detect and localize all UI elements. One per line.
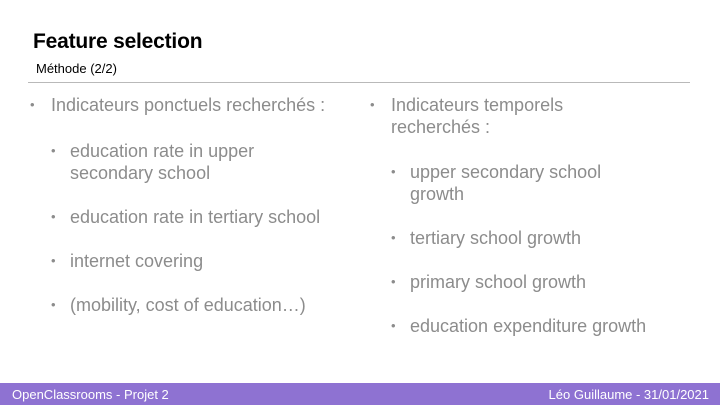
bullet-icon: • (51, 143, 56, 158)
list-item: • tertiary school growth (370, 227, 690, 249)
left-column: • Indicateurs ponctuels recherchés : • e… (30, 94, 355, 316)
left-heading: Indicateurs ponctuels recherchés : (51, 95, 326, 115)
right-heading-item: • Indicateurs temporels recherchés : (370, 94, 690, 138)
bullet-icon: • (51, 297, 56, 312)
bullet-icon: • (30, 97, 35, 112)
list-item: • primary school growth (370, 271, 690, 293)
bullet-icon: • (391, 318, 396, 333)
list-item-text: primary school growth (410, 272, 587, 292)
bullet-icon: • (391, 274, 396, 289)
list-item-text: education rate in upper secondary school (70, 141, 255, 183)
bullet-icon: • (51, 253, 56, 268)
list-item: • education rate in upper secondary scho… (30, 140, 355, 184)
list-item: • education expenditure growth (370, 315, 690, 337)
list-item-text: internet covering (70, 251, 204, 271)
footer-left-text: OpenClassrooms - Projet 2 (12, 387, 169, 402)
list-item-text: (mobility, cost of education…) (70, 295, 306, 315)
list-item: • upper secondary school growth (370, 161, 690, 205)
slide-title: Feature selection (33, 30, 203, 53)
bullet-icon: • (391, 230, 396, 245)
title-divider (28, 82, 690, 83)
footer-bar: OpenClassrooms - Projet 2 Léo Guillaume … (0, 383, 720, 405)
bullet-icon: • (51, 209, 56, 224)
list-item-text: education expenditure growth (410, 316, 647, 336)
list-item-text: education rate in tertiary school (70, 207, 321, 227)
right-heading: Indicateurs temporels recherchés : (391, 95, 564, 137)
list-item: • education rate in tertiary school (30, 206, 355, 228)
list-item-text: upper secondary school growth (410, 162, 602, 204)
list-item-text: tertiary school growth (410, 228, 582, 248)
bullet-icon: • (370, 97, 375, 112)
footer-right-text: Léo Guillaume - 31/01/2021 (548, 387, 709, 402)
right-column: • Indicateurs temporels recherchés : • u… (370, 94, 690, 337)
bullet-icon: • (391, 164, 396, 179)
list-item: • (mobility, cost of education…) (30, 294, 355, 316)
list-item: • internet covering (30, 250, 355, 272)
left-heading-item: • Indicateurs ponctuels recherchés : (30, 94, 355, 116)
slide-subtitle: Méthode (2/2) (36, 61, 117, 76)
